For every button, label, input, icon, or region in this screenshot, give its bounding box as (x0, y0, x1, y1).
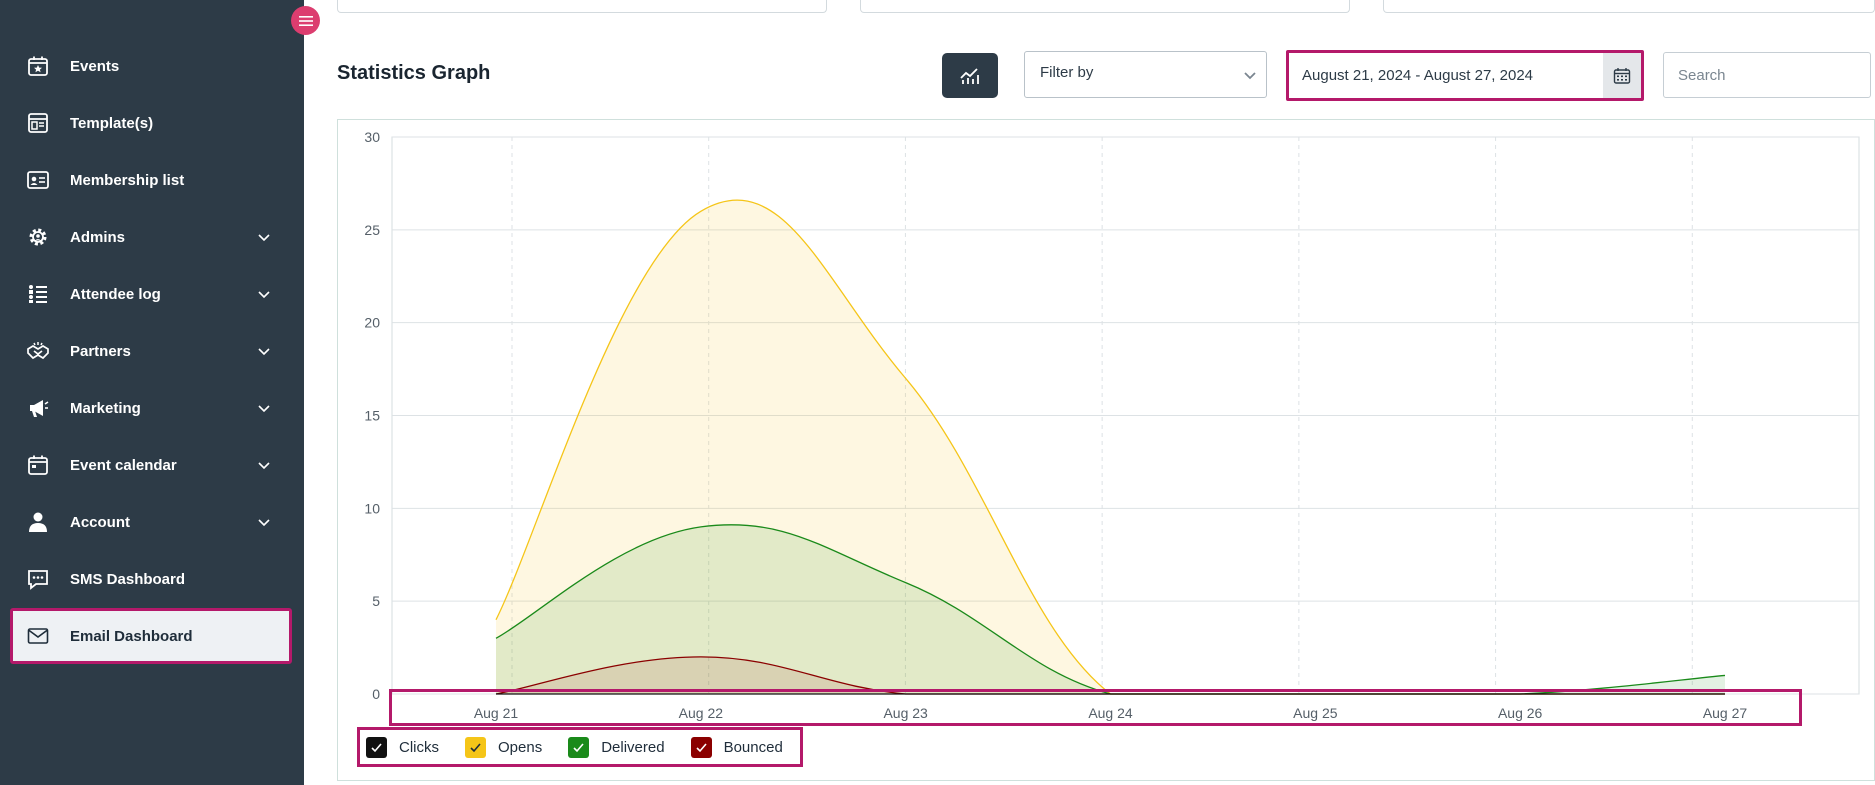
sidebar-item-label: Event calendar (70, 456, 177, 474)
template-icon (24, 109, 52, 137)
chevron-down-icon (256, 229, 272, 245)
sidebar-item-sms-dashboard[interactable]: SMS Dashboard (10, 553, 292, 605)
legend-checkbox[interactable] (366, 736, 387, 758)
user-icon (24, 508, 52, 536)
chevron-down-icon (1244, 71, 1256, 79)
calendar-button[interactable] (1603, 53, 1641, 98)
summary-card-3 (1383, 0, 1875, 13)
chevron-down-icon (256, 457, 272, 473)
legend-item-opens[interactable]: Opens (465, 736, 543, 758)
summary-card-2 (860, 0, 1350, 13)
page-title: Statistics Graph (337, 62, 491, 84)
hamburger-icon (298, 15, 313, 26)
sidebar-item-membership-list[interactable]: Membership list (10, 154, 292, 206)
sidebar-item-label: Events (70, 57, 120, 75)
x-tick-label: Aug 24 (1088, 705, 1133, 721)
sidebar-item-label: SMS Dashboard (70, 570, 186, 588)
y-tick-label: 15 (364, 408, 380, 424)
handshake-icon (24, 337, 52, 365)
legend-item-delivered[interactable]: Delivered (568, 736, 665, 758)
sidebar-item-label: Attendee log (70, 285, 161, 303)
sidebar-item-label: Partners (70, 342, 131, 360)
x-tick-label: Aug 22 (679, 705, 724, 721)
legend-label: Delivered (601, 738, 665, 756)
x-tick-label: Aug 25 (1293, 705, 1338, 721)
gear-user-icon (24, 223, 52, 251)
legend-checkbox[interactable] (465, 736, 486, 758)
check-icon (573, 742, 584, 752)
sidebar-item-events[interactable]: Events (10, 40, 292, 92)
sidebar-item-admins[interactable]: Admins (10, 211, 292, 263)
check-icon (371, 742, 382, 752)
sidebar-item-label: Membership list (70, 171, 185, 189)
line-chart-icon (960, 67, 979, 84)
sidebar-item-label: Account (70, 513, 130, 531)
sidebar-item-marketing[interactable]: Marketing (10, 382, 292, 434)
sidebar-item-partners[interactable]: Partners (10, 325, 292, 377)
sidebar-item-event-calendar[interactable]: Event calendar (10, 439, 292, 491)
x-tick-label: Aug 27 (1703, 705, 1748, 721)
y-tick-label: 20 (364, 315, 380, 331)
sidebar: Events Template(s) Membership list Admins At… (0, 0, 304, 785)
x-axis-highlight (389, 689, 1802, 726)
legend-checkbox[interactable] (690, 736, 712, 758)
legend-label: Clicks (399, 738, 439, 756)
legend-item-bounced[interactable]: Bounced (690, 736, 783, 758)
sidebar-item-label: Template(s) (70, 114, 154, 132)
series-area-opens (496, 200, 1725, 694)
chart-view-button[interactable] (942, 53, 998, 98)
x-tick-label: Aug 26 (1498, 705, 1543, 721)
search-input[interactable] (1663, 52, 1871, 98)
filter-select-label: Filter by (1040, 64, 1094, 81)
legend-checkbox[interactable] (568, 736, 590, 758)
summary-card-1 (337, 0, 827, 13)
calendar-icon (1613, 67, 1631, 84)
y-tick-label: 30 (364, 129, 380, 145)
sidebar-item-attendee-log[interactable]: Attendee log (10, 268, 292, 320)
legend-item-clicks[interactable]: Clicks (366, 736, 439, 758)
id-card-icon (24, 166, 52, 194)
chart-legend: Clicks Opens Delivered Bounced (357, 727, 803, 767)
sidebar-item-label: Admins (70, 228, 126, 246)
filter-select[interactable]: Filter by (1024, 51, 1267, 98)
date-range-value: August 21, 2024 - August 27, 2024 (1302, 67, 1534, 84)
sidebar-item-label: Email Dashboard (70, 627, 193, 645)
sidebar-item-email-dashboard[interactable]: Email Dashboard (10, 608, 292, 664)
chevron-down-icon (256, 286, 272, 302)
calendar-star-icon (24, 52, 52, 80)
y-tick-label: 5 (372, 593, 380, 609)
mail-icon (24, 622, 52, 650)
y-tick-label: 0 (372, 686, 380, 702)
y-tick-label: 10 (364, 500, 380, 516)
series-area-delivered (496, 524, 1725, 694)
megaphone-icon (24, 394, 52, 422)
chevron-down-icon (256, 343, 272, 359)
list-users-icon (24, 280, 52, 308)
series-area-bounced (496, 656, 1725, 694)
sidebar-item-label: Marketing (70, 399, 141, 417)
check-icon (696, 742, 707, 752)
date-range-picker[interactable]: August 21, 2024 - August 27, 2024 (1286, 50, 1644, 101)
check-icon (470, 742, 481, 752)
sms-icon (24, 565, 52, 593)
sidebar-item-account[interactable]: Account (10, 496, 292, 548)
legend-label: Bounced (723, 738, 783, 756)
statistics-chart-panel: 0 5 10 15 20 25 30 Aug 21 Aug 22 Aug 23 Aug 24 Aug … (337, 119, 1875, 781)
statistics-chart: 0 5 10 15 20 25 30 Aug 21 Aug 22 Aug 23 Aug 24 Aug … (364, 129, 1860, 721)
menu-toggle-button[interactable] (291, 6, 320, 35)
chevron-down-icon (256, 514, 272, 530)
y-tick-label: 25 (364, 222, 380, 238)
calendar-icon (24, 451, 52, 479)
legend-label: Opens (498, 738, 543, 756)
chevron-down-icon (256, 400, 272, 416)
x-tick-label: Aug 23 (883, 705, 928, 721)
x-tick-label: Aug 21 (474, 705, 519, 721)
sidebar-item-template-s[interactable]: Template(s) (10, 97, 292, 149)
